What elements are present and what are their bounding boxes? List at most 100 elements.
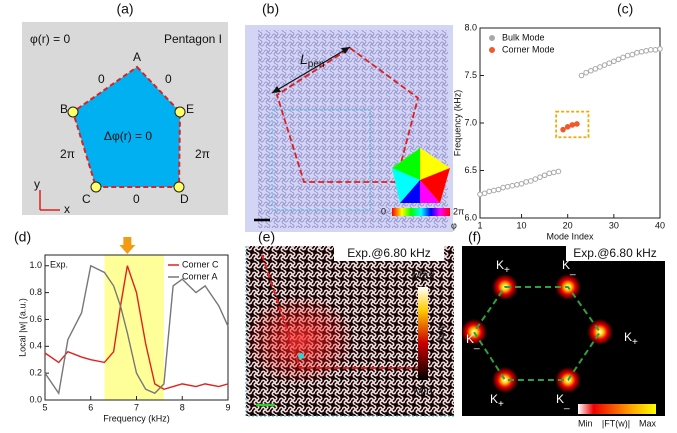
vertex-label: A bbox=[133, 50, 141, 64]
colorbar-max: Max bbox=[412, 268, 435, 282]
point bbox=[561, 127, 566, 132]
valley-base: K bbox=[496, 258, 504, 272]
point bbox=[593, 67, 598, 72]
y-tick-label: 6.0 bbox=[464, 212, 477, 222]
page: {"panels": { "a": {"label": "(a)", "boun… bbox=[0, 0, 677, 433]
edge-label: 0 bbox=[133, 192, 140, 206]
point bbox=[570, 123, 575, 128]
y-tick-label: 7.0 bbox=[464, 117, 477, 127]
valley-sub: + bbox=[632, 337, 638, 348]
panel-f: (f) Exp.@6.80 kHz K+ K_ K_ K+ K+ K_ Min … bbox=[461, 229, 665, 429]
panel-label: (c) bbox=[617, 1, 633, 17]
field-glow bbox=[245, 295, 355, 385]
edge-label: 2π bbox=[60, 147, 75, 161]
point bbox=[648, 48, 653, 53]
x-tick-label: 1 bbox=[477, 220, 482, 230]
y-axis-label: Local |w| (a.u.) bbox=[17, 298, 27, 357]
x-axis-label: Mode Index bbox=[546, 231, 594, 241]
panel-label: (f) bbox=[468, 229, 481, 245]
x-tick-label: 7 bbox=[134, 402, 139, 412]
vertex-dot bbox=[91, 182, 101, 192]
legend-label: Corner Mode bbox=[502, 44, 555, 54]
panel-label: (e) bbox=[258, 229, 275, 245]
colorbar-title: |w| bbox=[434, 326, 448, 341]
pentagon-name: Pentagon I bbox=[164, 32, 222, 46]
point bbox=[547, 171, 552, 176]
colorbar-title: |FT(w)| bbox=[602, 418, 630, 428]
point bbox=[630, 52, 635, 57]
y-tick-label: 0.0 bbox=[29, 394, 42, 404]
figure: (a) φ(r) = 0 Pentagon I A B C D E 0 0 2π… bbox=[0, 0, 677, 433]
panel-b: (b) Lpen 0 2π φ bbox=[245, 1, 464, 232]
x-tick-label: 6 bbox=[88, 402, 93, 412]
x-tick-label: 5 bbox=[42, 402, 47, 412]
point bbox=[556, 169, 561, 174]
point bbox=[505, 184, 510, 189]
point bbox=[487, 189, 492, 194]
legend-marker bbox=[490, 36, 495, 41]
point bbox=[584, 70, 589, 75]
y-tick-label: 0.4 bbox=[29, 341, 42, 351]
valley-sub: + bbox=[498, 399, 504, 410]
valley-sub: _ bbox=[473, 339, 480, 350]
panel-a: (a) φ(r) = 0 Pentagon I A B C D E 0 0 2π… bbox=[22, 1, 228, 216]
point bbox=[501, 185, 506, 190]
edge-label: 0 bbox=[98, 72, 105, 86]
interior-condition: Δφ(r) = 0 bbox=[104, 129, 152, 143]
valley-base: K bbox=[556, 392, 564, 406]
colorbar-title: φ bbox=[451, 220, 457, 230]
point bbox=[602, 63, 607, 68]
point bbox=[552, 170, 557, 175]
y-tick-label: 6.5 bbox=[464, 165, 477, 175]
colorbar-min: Min bbox=[578, 418, 593, 428]
colorbar bbox=[578, 404, 656, 414]
valley-sub: _ bbox=[563, 399, 570, 410]
point bbox=[542, 173, 547, 178]
x-tick-label: 8 bbox=[180, 402, 185, 412]
point bbox=[515, 182, 520, 187]
point bbox=[653, 48, 658, 53]
point bbox=[575, 122, 580, 127]
point bbox=[588, 68, 593, 73]
panel-label: (d) bbox=[14, 229, 31, 245]
point bbox=[635, 50, 640, 55]
shaded-band bbox=[104, 255, 163, 400]
axis-label: y bbox=[34, 177, 40, 191]
point bbox=[616, 57, 621, 62]
point bbox=[519, 182, 524, 187]
vertex-dot bbox=[174, 182, 184, 192]
valley-sub: + bbox=[504, 265, 510, 276]
vertex-dot bbox=[175, 107, 185, 117]
point bbox=[607, 61, 612, 66]
point bbox=[658, 47, 663, 52]
colorbar-max: 2π bbox=[453, 206, 464, 216]
tag: Exp.@6.80 kHz bbox=[573, 246, 657, 260]
point bbox=[579, 73, 584, 78]
colorbar bbox=[392, 208, 450, 216]
valley-sub: _ bbox=[569, 265, 576, 276]
point bbox=[565, 125, 570, 130]
valley-base: K bbox=[624, 330, 632, 344]
axis-label: x bbox=[64, 202, 70, 216]
point bbox=[482, 191, 487, 196]
vertex-label: B bbox=[60, 102, 68, 116]
point bbox=[598, 65, 603, 70]
x-axis-label: Frequency (kHz) bbox=[103, 413, 170, 423]
arrow bbox=[119, 237, 135, 254]
probe bbox=[298, 353, 304, 359]
point bbox=[612, 59, 617, 64]
vertex-label: D bbox=[180, 192, 189, 206]
vertex-label: E bbox=[186, 102, 194, 116]
vertex-dot bbox=[68, 107, 78, 117]
legend-marker bbox=[490, 48, 495, 53]
point bbox=[621, 55, 626, 60]
y-tick-label: 1.0 bbox=[29, 260, 42, 270]
colorbar-min: 0 bbox=[381, 206, 386, 216]
point bbox=[478, 192, 483, 197]
legend-label: Corner C bbox=[182, 259, 219, 269]
y-axis-label: Frequency (kHz) bbox=[452, 90, 462, 157]
hot-spot bbox=[492, 367, 518, 393]
valley-base: K bbox=[562, 258, 570, 272]
point bbox=[533, 177, 538, 182]
boundary-condition: φ(r) = 0 bbox=[30, 32, 70, 46]
